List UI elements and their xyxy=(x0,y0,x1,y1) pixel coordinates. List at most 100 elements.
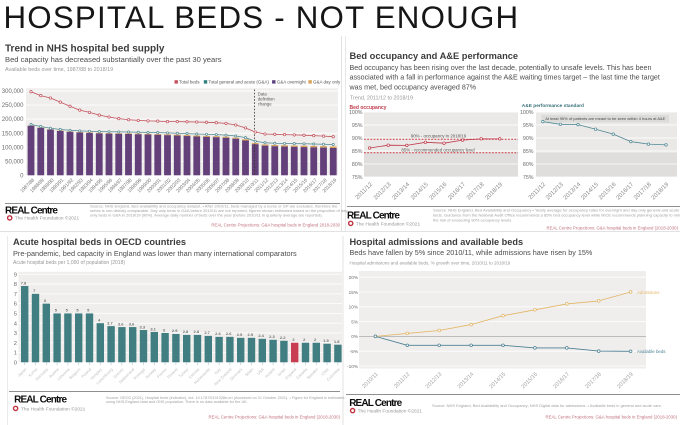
svg-text:50,000: 50,000 xyxy=(5,159,24,165)
svg-text:2.6: 2.6 xyxy=(215,331,221,336)
svg-text:The Health Foundation ©2021: The Health Foundation ©2021 xyxy=(21,405,86,412)
svg-text:Chile: Chile xyxy=(320,367,330,377)
svg-text:REAL Centre: REAL Centre xyxy=(349,398,402,409)
svg-text:Acute hospital beds in OECD co: Acute hospital beds in OECD countries xyxy=(13,237,186,247)
svg-text:At least 95% of patients are m: At least 95% of patients are meant to be… xyxy=(545,116,665,121)
svg-text:80%: 80% xyxy=(523,162,534,168)
svg-text:G&A day only: G&A day only xyxy=(313,79,341,84)
svg-text:HOSPITAL BEDS - NOT ENOUGH: HOSPITAL BEDS - NOT ENOUGH xyxy=(4,0,520,35)
svg-text:3.6: 3.6 xyxy=(118,321,124,326)
svg-text:150,000: 150,000 xyxy=(2,131,24,137)
svg-text:0: 0 xyxy=(20,173,24,179)
svg-text:15%: 15% xyxy=(349,290,358,295)
svg-text:300,000: 300,000 xyxy=(2,89,24,95)
svg-text:3: 3 xyxy=(14,331,17,337)
svg-text:90%: 90% xyxy=(523,136,534,142)
svg-text:Ireland: Ireland xyxy=(264,367,276,379)
svg-text:0%: 0% xyxy=(351,334,358,339)
svg-text:associated with a fall in perf: associated with a fall in performance ag… xyxy=(350,74,660,82)
svg-text:7.8: 7.8 xyxy=(21,280,27,285)
svg-text:2: 2 xyxy=(292,337,295,342)
svg-text:2.6: 2.6 xyxy=(226,331,232,336)
svg-text:2.8: 2.8 xyxy=(183,329,189,334)
svg-text:1: 1 xyxy=(14,351,17,357)
svg-text:5: 5 xyxy=(76,308,79,313)
svg-text:Bed occupancy: Bed occupancy xyxy=(350,105,387,111)
svg-text:REAL Centre: REAL Centre xyxy=(347,210,400,221)
svg-text:80%: 80% xyxy=(352,162,363,168)
svg-text:4: 4 xyxy=(14,321,18,327)
svg-text:5: 5 xyxy=(55,308,58,313)
svg-text:85%: 85% xyxy=(352,149,363,155)
svg-text:75%: 75% xyxy=(523,175,534,181)
svg-text:5: 5 xyxy=(66,308,69,313)
svg-text:20%: 20% xyxy=(349,275,358,280)
svg-text:Available beds over time, 1987: Available beds over time, 1987/88 to 201… xyxy=(5,67,113,73)
svg-text:85%: 85% xyxy=(523,149,534,155)
svg-text:Data: Data xyxy=(258,92,268,97)
svg-text:-10%: -10% xyxy=(347,364,358,369)
svg-text:USA: USA xyxy=(256,366,265,375)
svg-text:100,000: 100,000 xyxy=(2,145,24,151)
svg-text:6: 6 xyxy=(14,302,17,308)
svg-text:Source: NHS England, Bed avail: Source: NHS England, Bed availability an… xyxy=(90,204,338,209)
svg-text:Acute hospital beds per 1,000: Acute hospital beds per 1,000 of populat… xyxy=(13,260,125,266)
svg-text:Source: OECD (2021), Hospital: Source: OECD (2021), Hospital beds (indi… xyxy=(106,396,344,400)
svg-text:Japan: Japan xyxy=(16,367,27,378)
svg-text:Spain: Spain xyxy=(244,367,255,378)
svg-text:Bed occupancy has been rising: Bed occupancy has been rising over the l… xyxy=(350,64,652,72)
svg-text:Italy: Italy xyxy=(213,367,222,376)
svg-text:Total general and acute (G&A): Total general and acute (G&A) xyxy=(208,79,269,84)
svg-text:75%: 75% xyxy=(352,175,363,181)
svg-text:using NHS-England data and ONS: using NHS-England data and ONS populatio… xyxy=(106,400,248,404)
svg-text:Admissions: Admissions xyxy=(637,290,660,295)
svg-text:The Health Foundation ©2021: The Health Foundation ©2021 xyxy=(15,215,80,222)
svg-text:5: 5 xyxy=(14,312,17,318)
svg-text:Beds have fallen by 5% since 2: Beds have fallen by 5% since 2010/11, wh… xyxy=(350,248,593,257)
svg-text:3.1: 3.1 xyxy=(150,326,156,331)
svg-text:only beds in G&A in 2018/19 (9: only beds in G&A in 2018/19 (90%). Avera… xyxy=(90,213,323,218)
svg-text:Hospital admissions and availa: Hospital admissions and available beds xyxy=(350,237,524,247)
svg-text:Pre-pandemic, bed capacity in: Pre-pandemic, bed capacity in England wa… xyxy=(13,249,297,258)
svg-text:REAL Centre: REAL Centre xyxy=(5,206,58,217)
svg-text:2.5: 2.5 xyxy=(237,332,243,337)
svg-text:2.3: 2.3 xyxy=(269,334,275,339)
svg-text:Trend in NHS hospital bed supp: Trend in NHS hospital bed supply xyxy=(5,44,165,55)
svg-text:95%: 95% xyxy=(523,123,534,129)
svg-text:2.5: 2.5 xyxy=(248,332,254,337)
svg-text:The Health Foundation ©2021: The Health Foundation ©2021 xyxy=(356,221,421,228)
svg-text:The Health Foundation ©2021: The Health Foundation ©2021 xyxy=(358,407,423,414)
svg-text:was met, bed occupancy average: was met, bed occupancy averaged 87% xyxy=(349,84,477,92)
svg-text:Bed capacity has decreased sub: Bed capacity has decreased substantially… xyxy=(5,55,222,64)
svg-text:Turkey: Turkey xyxy=(178,367,190,379)
svg-text:3.3: 3.3 xyxy=(140,324,146,329)
svg-text:2: 2 xyxy=(14,341,17,347)
svg-text:10%: 10% xyxy=(349,305,358,310)
svg-text:3.7: 3.7 xyxy=(107,320,113,325)
svg-text:2.9: 2.9 xyxy=(172,328,178,333)
svg-text:85% - recommended occupancy le: 85% - recommended occupancy level xyxy=(401,147,474,152)
svg-text:A&E performance standard: A&E performance standard xyxy=(522,103,584,109)
svg-text:change: change xyxy=(258,102,272,107)
svg-text:3: 3 xyxy=(163,327,166,332)
svg-text:250,000: 250,000 xyxy=(2,103,24,109)
svg-text:100%: 100% xyxy=(520,110,534,116)
svg-text:2.8: 2.8 xyxy=(194,329,200,334)
svg-text:2: 2 xyxy=(303,337,306,342)
svg-text:5%: 5% xyxy=(351,319,358,324)
svg-text:8: 8 xyxy=(14,282,17,288)
svg-text:Source: NHS England, Bed Avail: Source: NHS England, Bed Availability an… xyxy=(432,403,662,408)
svg-text:Bed occupancy and A&E performa: Bed occupancy and A&E performance xyxy=(350,51,519,61)
svg-text:beds. Guidance from the Nation: beds. Guidance from the National Audit O… xyxy=(433,212,680,217)
svg-text:REAL Centre Projections: G&A h: REAL Centre Projections: G&A hospital be… xyxy=(211,222,340,227)
svg-text:-5%: -5% xyxy=(350,349,358,354)
svg-text:Total beds: Total beds xyxy=(179,79,200,84)
svg-text:Hospital admissions and availa: Hospital admissions and available beds, … xyxy=(350,260,511,265)
svg-text:6: 6 xyxy=(44,298,47,303)
svg-text:REAL Centre Projections: G&A h: REAL Centre Projections: G&A hospital be… xyxy=(547,226,679,231)
svg-text:0: 0 xyxy=(14,360,17,366)
svg-text:1.8: 1.8 xyxy=(334,339,340,344)
svg-text:Israel: Israel xyxy=(276,367,286,377)
svg-text:7: 7 xyxy=(33,288,36,293)
svg-text:90% - occupancy in 2018/19: 90% - occupancy in 2018/19 xyxy=(411,133,467,138)
